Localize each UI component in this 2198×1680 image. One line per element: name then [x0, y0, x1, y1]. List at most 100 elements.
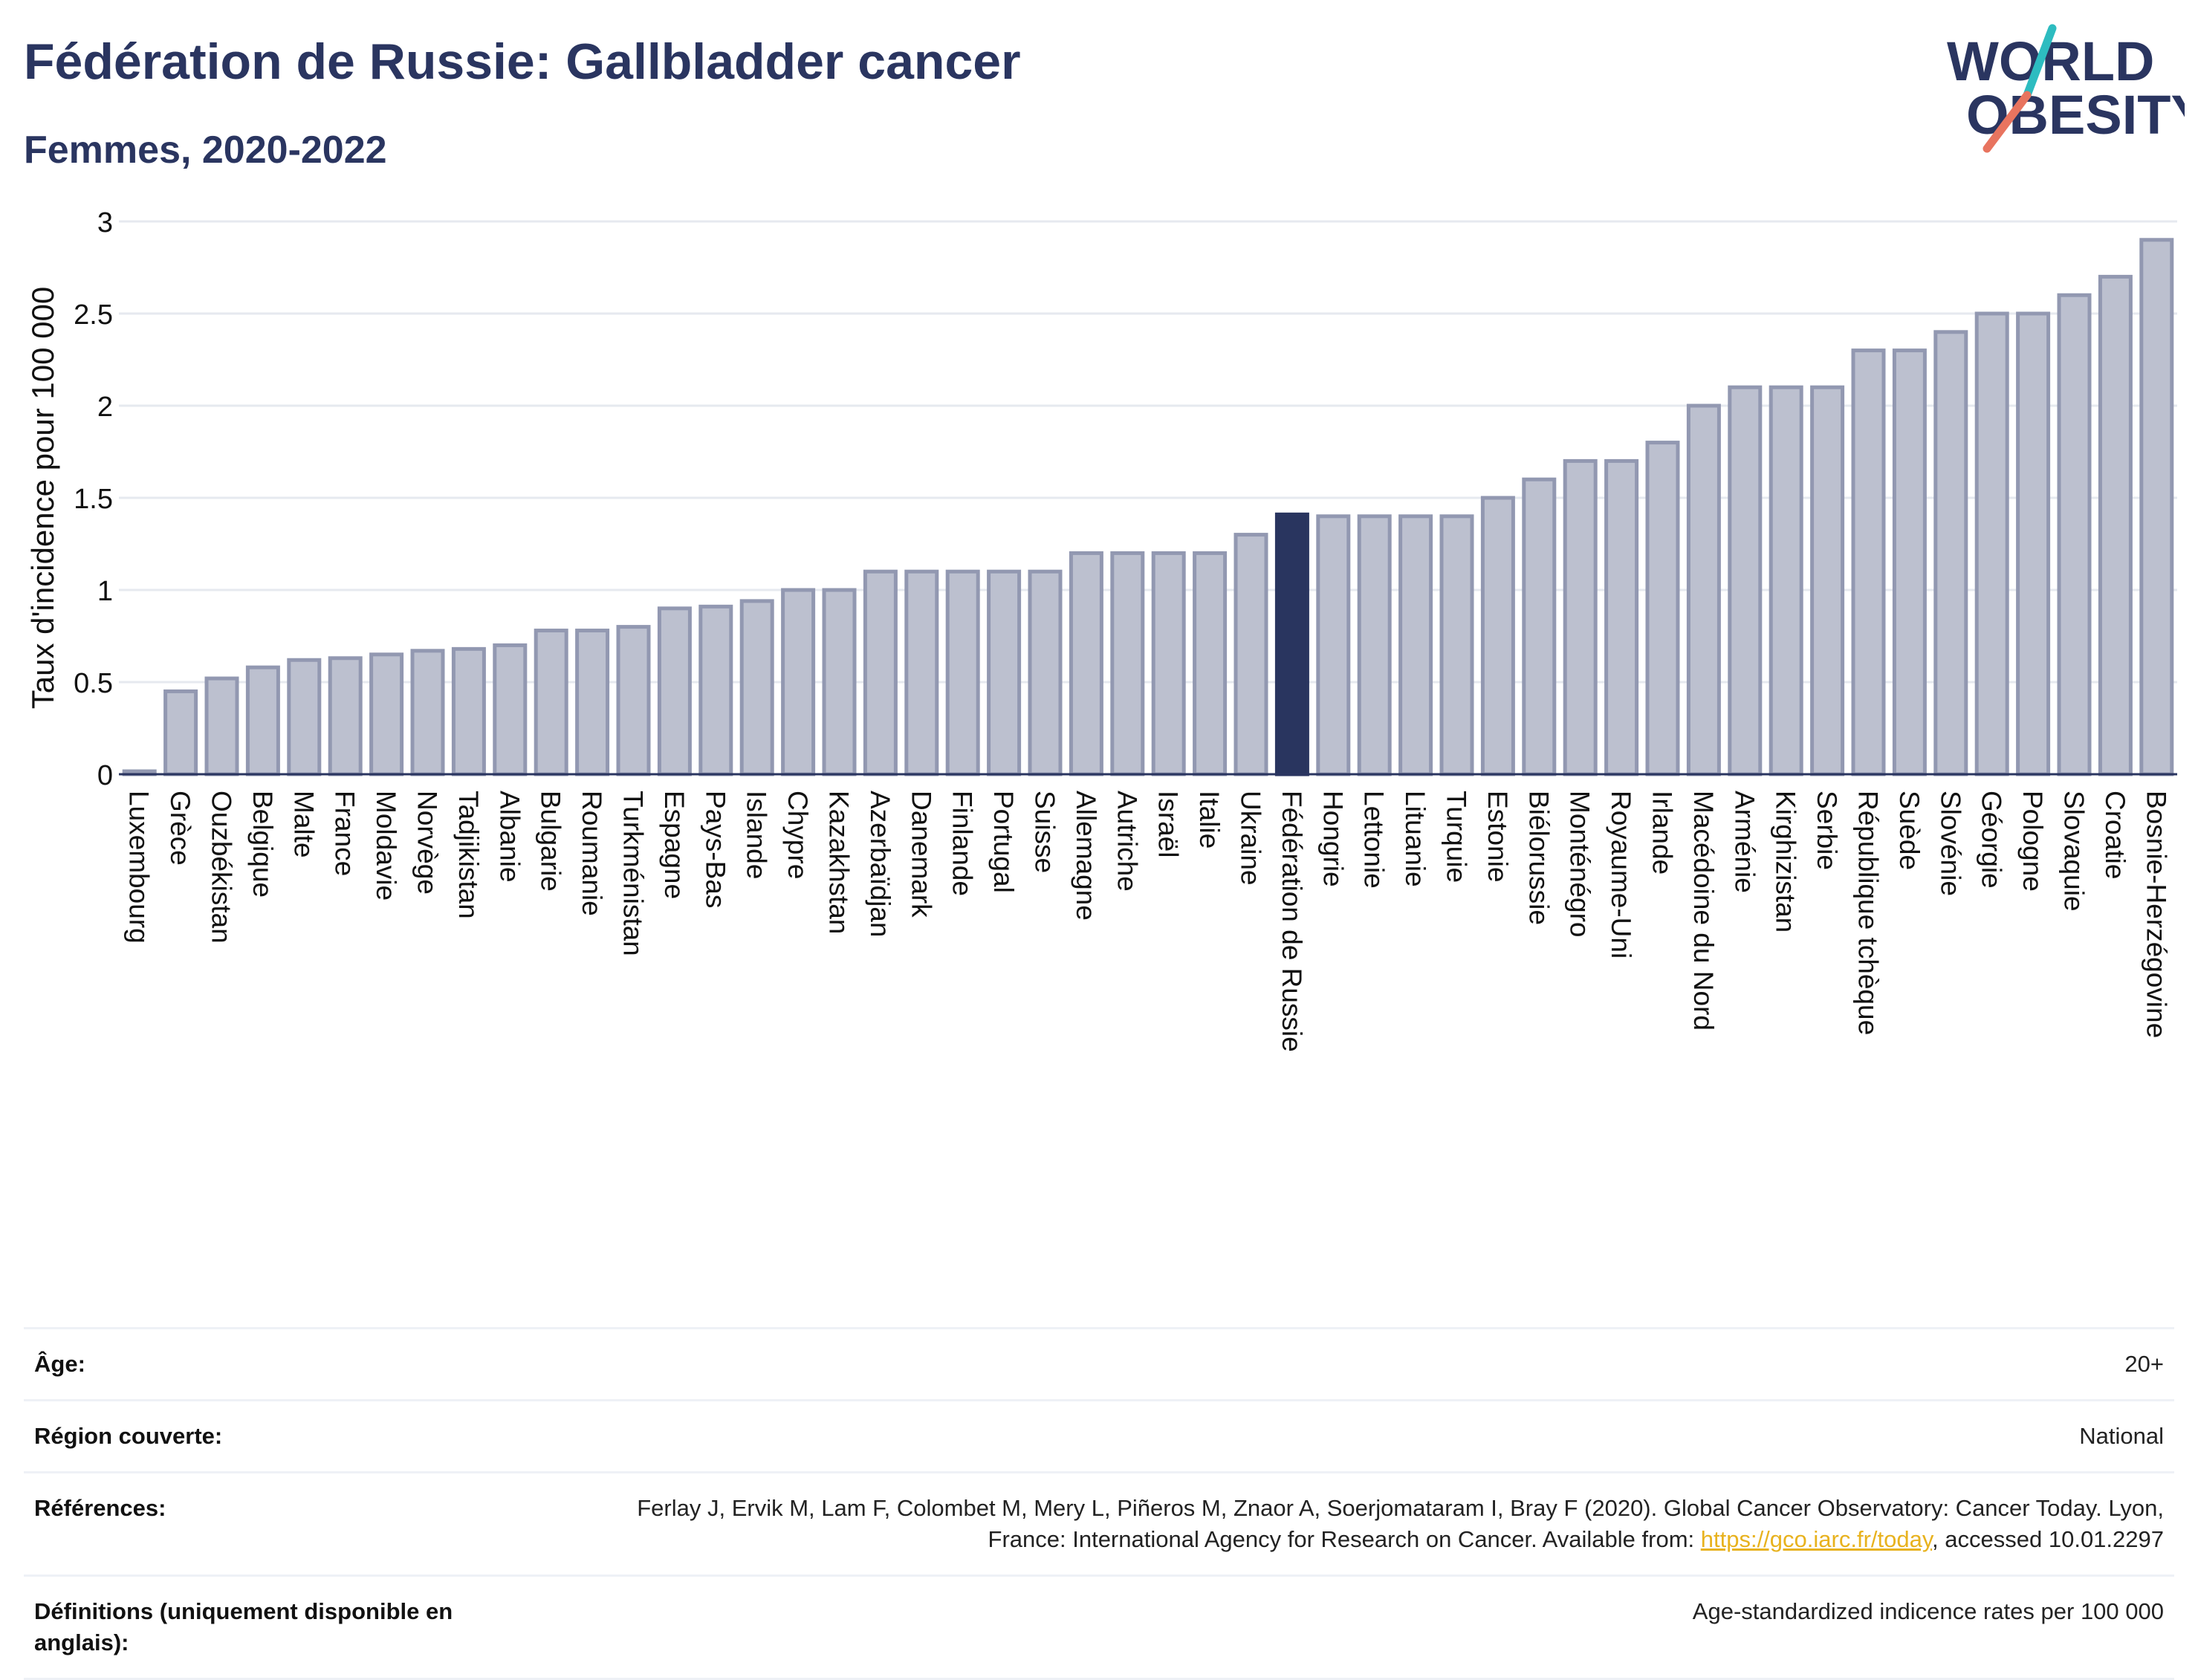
x-tick-label: Ukraine — [1236, 791, 1266, 886]
x-tick-label: Malte — [288, 791, 319, 857]
bar — [1645, 441, 1680, 776]
bar — [1769, 385, 1803, 776]
x-tick-label: Turkménistan — [618, 791, 649, 956]
x-tick-label: Bulgarie — [536, 791, 566, 892]
bar — [1522, 477, 1557, 776]
x-tick-label: Lituanie — [1400, 791, 1430, 887]
references-label: Références: — [34, 1495, 166, 1521]
bar — [534, 629, 568, 776]
bar — [2098, 274, 2133, 776]
x-tick-label: Roumanie — [577, 791, 607, 916]
x-tick-label: Monténégro — [1565, 791, 1595, 937]
y-tick-label: 0 — [97, 760, 113, 791]
logo-line2: OBESITY — [1966, 84, 2185, 146]
bar — [163, 689, 198, 776]
x-tick-label: Danemark — [906, 791, 936, 918]
x-tick-label: Finlande — [947, 791, 978, 896]
x-tick-label: Albanie — [494, 791, 525, 882]
bar — [2016, 311, 2051, 776]
bars — [122, 238, 2174, 776]
y-tick-label: 2.5 — [74, 299, 113, 331]
bar — [204, 676, 239, 776]
bar — [616, 625, 651, 776]
region-value: National — [2079, 1423, 2164, 1449]
x-tick-label: Pologne — [2017, 791, 2048, 892]
bar — [1728, 385, 1763, 776]
bar — [1398, 514, 1433, 776]
x-tick-label: Estonie — [1482, 791, 1513, 882]
references-value: Ferlay J, Ervik M, Lam F, Colombet M, Me… — [574, 1493, 2164, 1555]
bar — [1028, 569, 1063, 776]
info-row-references: Références: Ferlay J, Ervik M, Lam F, Co… — [24, 1473, 2174, 1577]
x-tick-label: Belgique — [247, 791, 278, 898]
x-tick-label: Autriche — [1112, 791, 1142, 892]
x-tick-label: Chypre — [782, 791, 813, 879]
bar — [369, 652, 404, 776]
bar — [328, 656, 363, 776]
world-obesity-logo: WORLD OBESITY — [1947, 24, 2185, 153]
x-tick-label: Tadjikistan — [453, 791, 484, 919]
bar — [1110, 551, 1145, 776]
bar — [904, 569, 939, 776]
bar — [698, 604, 733, 776]
bar — [287, 658, 322, 776]
logo-slash-coral — [1983, 91, 2032, 153]
references-text: Ferlay J, Ervik M, Lam F, Colombet M, Me… — [637, 1495, 2164, 1552]
bar-highlighted — [1274, 512, 1309, 776]
y-axis-ticks: 0 0.5 1 1.5 2 2.5 3 — [74, 207, 113, 791]
x-tick-label: Slovaquie — [2059, 791, 2090, 912]
bar — [863, 569, 898, 776]
y-tick-label: 1.5 — [74, 484, 113, 515]
x-tick-label: Biélorussie — [1523, 791, 1554, 925]
bar — [1439, 514, 1474, 776]
bar — [2057, 293, 2092, 776]
bar — [1193, 551, 1228, 776]
bar — [2139, 238, 2174, 776]
bar — [1810, 385, 1845, 776]
y-tick-label: 0.5 — [74, 668, 113, 699]
x-tick-label: Kirghizistan — [1771, 791, 1801, 933]
x-tick-label: Pays-Bas — [700, 791, 730, 908]
x-tick-label: Israël — [1153, 791, 1184, 857]
bar — [1974, 311, 2009, 776]
bar — [1480, 496, 1515, 776]
bar — [1316, 514, 1351, 776]
logo-slash-teal — [2023, 24, 2057, 100]
x-axis-labels: Luxembourg Grèce Ouzbékistan Belgique Malte F… — [124, 791, 2172, 1052]
definitions-label: Définitions (uniquement disponible en an… — [34, 1598, 453, 1655]
x-tick-label: Portugal — [988, 791, 1019, 893]
x-tick-label: Allemagne — [1071, 791, 1101, 921]
x-tick-label: Serbie — [1812, 791, 1842, 870]
definitions-value: Age-standardized indicence rates per 100… — [1692, 1598, 2164, 1624]
info-row-definitions: Définitions (uniquement disponible en an… — [24, 1577, 2174, 1680]
bar — [1892, 348, 1927, 776]
x-tick-label: Slovénie — [1935, 791, 1965, 896]
x-tick-label: Espagne — [659, 791, 690, 899]
info-row-region: Région couverte: National — [24, 1401, 2174, 1473]
bar — [1151, 551, 1186, 776]
bar — [1851, 348, 1886, 776]
bar — [822, 588, 857, 776]
bar — [1933, 330, 1968, 776]
bar — [1357, 514, 1392, 776]
x-tick-label: Norvège — [412, 791, 443, 895]
x-tick-label: Luxembourg — [124, 791, 155, 944]
bar — [410, 649, 445, 776]
x-tick-label: Irlande — [1647, 791, 1678, 875]
bar — [987, 569, 1022, 776]
x-tick-label: Suisse — [1030, 791, 1060, 873]
x-tick-label: Islande — [742, 791, 772, 879]
x-tick-label: Croatie — [2100, 791, 2130, 879]
bar — [781, 588, 816, 776]
chart-subtitle: Femmes, 2020-2022 — [24, 129, 387, 172]
x-tick-label: Fédération de Russie — [1277, 791, 1307, 1052]
chart-title: Fédération de Russie: Gallbladder cancer — [24, 33, 1021, 90]
bar — [1069, 551, 1103, 776]
references-link[interactable]: https://gco.iarc.fr/today — [1700, 1526, 1933, 1552]
y-axis-label: Taux d'incidence pour 100 000 — [25, 287, 60, 709]
x-tick-label: Grèce — [165, 791, 195, 866]
y-tick-label: 2 — [97, 392, 113, 423]
x-tick-label: Hongrie — [1317, 791, 1348, 887]
bar — [451, 646, 486, 776]
y-tick-label: 1 — [97, 576, 113, 607]
